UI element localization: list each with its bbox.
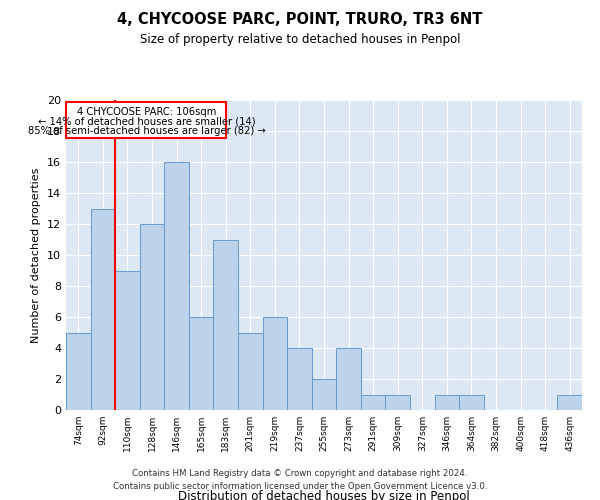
Text: ← 14% of detached houses are smaller (14): ← 14% of detached houses are smaller (14… (38, 116, 256, 126)
Bar (115, 270, 140, 410)
Bar (312, 379, 336, 410)
Bar (385, 394, 410, 410)
Bar (361, 394, 385, 410)
Bar (557, 394, 582, 410)
Text: Size of property relative to detached houses in Penpol: Size of property relative to detached ho… (140, 32, 460, 46)
X-axis label: Distribution of detached houses by size in Penpol: Distribution of detached houses by size … (178, 490, 470, 500)
FancyBboxPatch shape (67, 102, 226, 138)
Bar (66, 332, 91, 410)
Text: Contains HM Land Registry data © Crown copyright and database right 2024.: Contains HM Land Registry data © Crown c… (132, 468, 468, 477)
Bar (140, 224, 164, 410)
Bar (287, 348, 312, 410)
Bar (164, 162, 189, 410)
Bar (336, 348, 361, 410)
Bar (91, 208, 115, 410)
Bar (434, 394, 459, 410)
Text: 85% of semi-detached houses are larger (82) →: 85% of semi-detached houses are larger (… (28, 126, 266, 136)
Text: Contains public sector information licensed under the Open Government Licence v3: Contains public sector information licen… (113, 482, 487, 491)
Y-axis label: Number of detached properties: Number of detached properties (31, 168, 41, 342)
Bar (189, 317, 214, 410)
Bar (459, 394, 484, 410)
Text: 4 CHYCOOSE PARC: 106sqm: 4 CHYCOOSE PARC: 106sqm (77, 107, 217, 117)
Bar (238, 332, 263, 410)
Bar (263, 317, 287, 410)
Bar (214, 240, 238, 410)
Text: 4, CHYCOOSE PARC, POINT, TRURO, TR3 6NT: 4, CHYCOOSE PARC, POINT, TRURO, TR3 6NT (118, 12, 482, 28)
